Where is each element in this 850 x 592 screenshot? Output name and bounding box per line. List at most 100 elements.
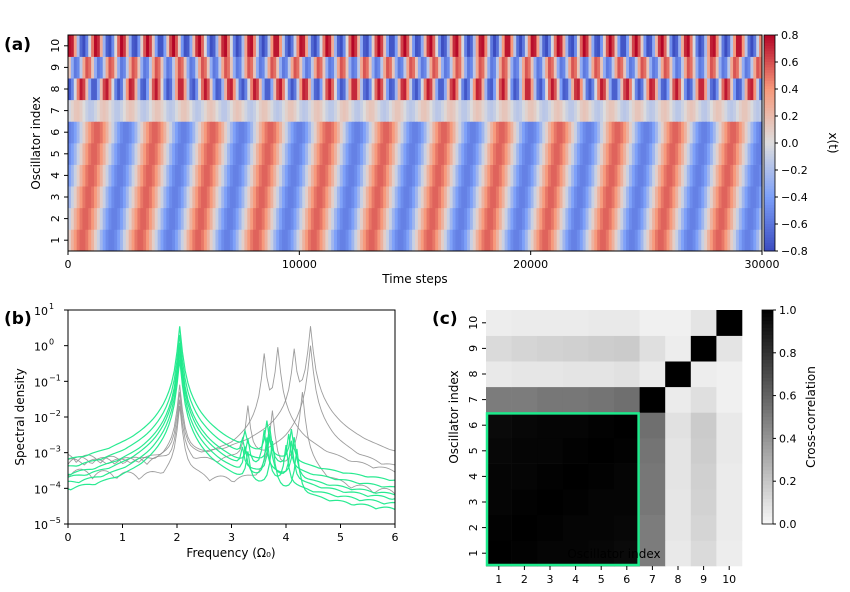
heatmap-a-cell	[380, 164, 384, 187]
heatmap-a-cell	[643, 78, 647, 101]
heatmap-a-cell	[250, 186, 254, 209]
heatmap-a-cell	[221, 56, 225, 79]
heatmap-a-cell	[91, 164, 95, 187]
heatmap-a-cell	[504, 229, 509, 252]
heatmap-a-cell	[238, 229, 243, 252]
heatmap-a-cell	[565, 229, 569, 252]
heatmap-a-cell	[166, 121, 170, 144]
correlation-cell	[716, 412, 743, 439]
heatmap-a-cell	[293, 143, 298, 165]
heatmap-a-cell	[362, 186, 367, 209]
heatmap-a-cell	[614, 121, 619, 144]
correlation-cell	[639, 463, 666, 490]
heatmap-a-cell	[172, 186, 176, 209]
colorbar-a-segment	[764, 137, 775, 141]
correlation-cell	[614, 540, 640, 567]
heatmap-a-cell	[310, 143, 315, 165]
heatmap-a-cell	[137, 56, 141, 79]
heatmap-a-cell	[423, 56, 428, 79]
heatmap-a-cell	[313, 207, 318, 230]
heatmap-a-cell	[620, 186, 624, 209]
heatmap-a-cell	[574, 164, 578, 187]
heatmap-a-cell	[449, 35, 454, 57]
spectrum-line-other	[68, 326, 395, 466]
heatmap-a-cell	[565, 78, 569, 101]
heatmap-a-cell	[423, 121, 428, 144]
heatmap-a-cell	[548, 35, 552, 57]
heatmap-a-cell	[510, 186, 514, 209]
heatmap-a-cell	[339, 207, 344, 230]
correlation-y-tick-label: 8	[467, 371, 480, 378]
heatmap-a-cell	[449, 78, 454, 101]
heatmap-a-cell	[380, 121, 384, 144]
heatmap-a-cell	[227, 207, 231, 230]
heatmap-a-cell	[267, 164, 272, 187]
heatmap-a-cell	[203, 164, 208, 187]
heatmap-a-cell	[177, 121, 182, 144]
heatmap-a-cell	[140, 229, 144, 252]
heatmap-a-x-ticks: 0 10000 20000 30000	[65, 251, 780, 271]
heatmap-a-cell	[521, 121, 526, 144]
heatmap-a-cell	[209, 207, 214, 230]
heatmap-a-cell	[657, 164, 662, 187]
heatmap-a-cell	[640, 143, 645, 165]
heatmap-a-cell	[403, 78, 407, 101]
heatmap-a-cell	[154, 186, 159, 209]
heatmap-a-cell	[386, 164, 390, 187]
heatmap-a-cell	[128, 35, 133, 57]
correlation-cell	[690, 540, 717, 567]
heatmap-a-cell	[96, 78, 101, 101]
heatmap-a-cell	[189, 78, 193, 101]
heatmap-a-cell	[368, 186, 373, 209]
heatmap-a-cell	[241, 143, 245, 165]
heatmap-a-cell	[339, 229, 344, 252]
heatmap-a-cell	[493, 229, 497, 252]
heatmap-a-cell	[105, 121, 110, 144]
heatmap-a-cell	[388, 99, 393, 122]
heatmap-a-cell	[562, 143, 566, 165]
heatmap-a-cell	[730, 78, 734, 101]
colorbar-a-segment	[764, 197, 775, 201]
heatmap-a-cell	[316, 164, 321, 187]
heatmap-a-cell	[582, 186, 587, 209]
heatmap-a-cell	[386, 121, 390, 144]
heatmap-a-cell	[689, 99, 694, 122]
correlation-cell	[639, 514, 666, 541]
colorbar-a-segment	[764, 207, 775, 211]
heatmap-a-cell	[689, 164, 694, 187]
heatmap-a-cell	[698, 121, 702, 144]
heatmap-a-cell	[336, 186, 341, 209]
heatmap-a-cell	[397, 143, 402, 165]
heatmap-a-cell	[698, 35, 702, 57]
heatmap-a-cell	[354, 56, 358, 79]
heatmap-a-cell	[151, 56, 156, 79]
colorbar-a-segment	[764, 170, 775, 174]
heatmap-a-cell	[299, 35, 303, 57]
heatmap-a-cell	[660, 229, 665, 252]
heatmap-a-cell	[192, 35, 196, 57]
colorbar-c-segment	[762, 431, 773, 436]
colorbar-a-segment	[764, 99, 775, 103]
heatmap-a-cell	[238, 35, 243, 57]
heatmap-a-cell	[400, 121, 405, 144]
heatmap-a-cell	[316, 186, 321, 209]
colorbar-a-segment	[764, 140, 775, 144]
heatmap-a-cell	[481, 143, 485, 165]
heatmap-a-cell	[148, 186, 153, 209]
heatmap-a-cell	[299, 143, 303, 165]
heatmap-a-cell	[631, 207, 636, 230]
heatmap-a-cell	[160, 121, 165, 144]
heatmap-a-cell	[435, 99, 439, 122]
heatmap-a-cell	[495, 99, 500, 122]
heatmap-a-cell	[643, 121, 647, 144]
heatmap-a-cell	[660, 207, 665, 230]
heatmap-a-cell	[733, 229, 737, 252]
heatmap-a-cell	[649, 143, 653, 165]
correlation-cell	[486, 489, 512, 516]
heatmap-a-cell	[683, 186, 688, 209]
heatmap-a-cell	[657, 35, 662, 57]
heatmap-a-cell	[120, 164, 124, 187]
heatmap-a-cell	[576, 164, 581, 187]
heatmap-a-cell	[360, 35, 364, 57]
heatmap-a-cell	[681, 229, 685, 252]
